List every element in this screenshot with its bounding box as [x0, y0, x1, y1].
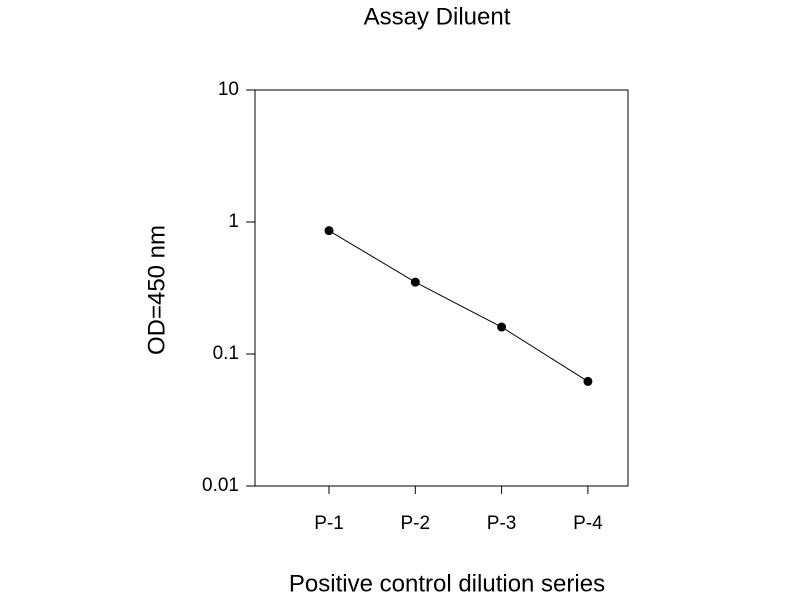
point [497, 322, 507, 332]
point [410, 277, 420, 287]
x-tick-label: P-1 [314, 513, 344, 534]
point [583, 376, 593, 386]
point [324, 226, 334, 236]
x-tick-label: P-2 [401, 513, 431, 534]
y-tick-label: 10 [218, 79, 239, 100]
line [328, 230, 589, 382]
y-tick-label: 0.1 [213, 343, 239, 364]
x-tick-label: P-4 [573, 513, 603, 534]
y-axis-label: OD=450 nm [143, 225, 170, 355]
x-tick-label: P-3 [487, 513, 517, 534]
y-tick-label: 1 [228, 211, 239, 232]
y-tick-label: 0.01 [202, 475, 239, 496]
x-axis-label: Positive control dilution series [289, 570, 605, 597]
chart-title: Assay Diluent [364, 3, 511, 30]
plot-frame [254, 89, 629, 487]
